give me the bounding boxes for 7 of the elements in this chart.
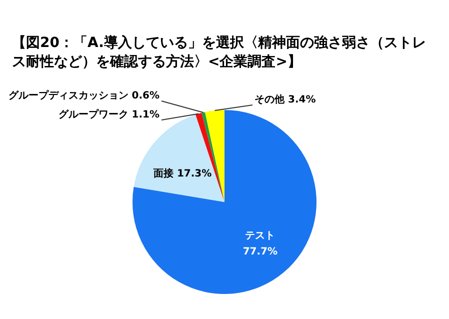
slice-label: その他 3.4%	[254, 94, 316, 106]
slice-label: グループディスカッション 0.6%	[8, 90, 160, 102]
slice-label: グループワーク 1.1%	[58, 108, 160, 121]
slice-label: 面接 17.3%	[152, 168, 212, 180]
data-label: 77.7%	[242, 246, 278, 258]
chart-title: 【図20：「A.導入している」を選択〈精神面の強さ弱さ（ストレス耐性など）を確認する方法〉<企業調査>】	[12, 34, 427, 72]
slice-label: テスト	[245, 230, 276, 242]
